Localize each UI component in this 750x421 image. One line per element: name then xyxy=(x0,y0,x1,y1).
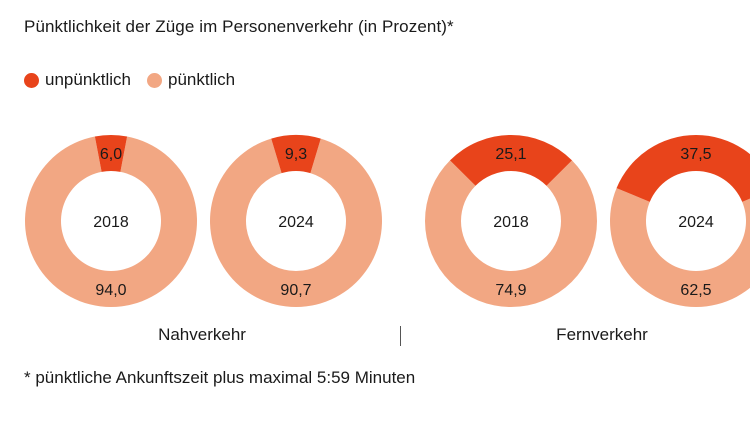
slice-puenktlich xyxy=(425,160,597,307)
donut-nahverkehr-2018: 6,0 94,0 2018 xyxy=(24,134,197,307)
group-label-fernverkehr: Fernverkehr xyxy=(556,325,648,344)
footnote: * pünktliche Ankunftszeit plus maximal 5… xyxy=(24,368,416,387)
slice-puenktlich xyxy=(24,136,197,307)
slice-unpuenktlich xyxy=(94,134,128,172)
legend-item-puenktlich: pünktlich xyxy=(147,70,235,90)
donut-fernverkehr-2018: 25,1 74,9 2018 xyxy=(425,134,597,307)
legend-label-puenktlich: pünktlich xyxy=(168,70,236,89)
slice-puenktlich xyxy=(209,138,382,307)
data-label-puenktlich: 62,5 xyxy=(680,282,711,299)
slice-unpuenktlich xyxy=(449,134,573,186)
legend-item-unpuenktlich: unpünktlich xyxy=(24,70,131,90)
chart-title: Pünktlichkeit der Züge im Personenverkeh… xyxy=(24,17,454,36)
legend-swatch-unpuenktlich xyxy=(24,72,39,88)
data-label-unpuenktlich: 6,0 xyxy=(100,146,122,163)
slice-unpuenktlich xyxy=(271,135,321,174)
donut-nahverkehr-2024: 9,3 90,7 2024 xyxy=(209,135,382,307)
data-label-puenktlich: 94,0 xyxy=(95,282,126,299)
data-label-unpuenktlich: 9,3 xyxy=(285,146,307,163)
group-divider xyxy=(400,326,401,346)
legend-label-unpuenktlich: unpünktlich xyxy=(45,70,132,89)
legend-swatch-puenktlich xyxy=(147,72,163,88)
slice-unpuenktlich xyxy=(616,135,750,202)
year-label: 2024 xyxy=(278,214,314,231)
data-label-puenktlich: 74,9 xyxy=(495,282,526,299)
data-label-unpuenktlich: 37,5 xyxy=(680,146,711,163)
slice-puenktlich xyxy=(610,188,750,307)
year-label: 2024 xyxy=(678,214,714,231)
data-label-puenktlich: 90,7 xyxy=(280,282,311,299)
group-label-nahverkehr: Nahverkehr xyxy=(158,325,246,344)
year-label: 2018 xyxy=(493,214,529,231)
donut-fernverkehr-2024: 37,5 62,5 2024 xyxy=(610,135,750,307)
data-label-unpuenktlich: 25,1 xyxy=(495,146,526,163)
legend: unpünktlich pünktlich xyxy=(24,70,251,90)
year-label: 2018 xyxy=(93,214,129,231)
